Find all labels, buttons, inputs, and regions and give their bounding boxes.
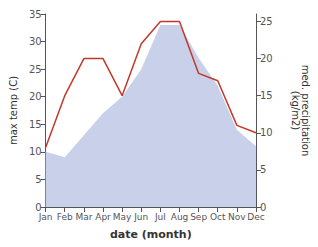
svg-text:Mar: Mar (75, 212, 92, 222)
svg-text:0: 0 (260, 201, 267, 213)
svg-text:0: 0 (35, 201, 42, 213)
svg-text:Jul: Jul (154, 212, 166, 222)
svg-text:5: 5 (35, 174, 41, 185)
svg-text:Jun: Jun (133, 212, 148, 222)
svg-text:20: 20 (260, 53, 273, 64)
svg-text:May: May (113, 212, 132, 222)
svg-text:10: 10 (260, 127, 273, 138)
svg-text:5: 5 (260, 164, 266, 175)
svg-text:Aug: Aug (171, 212, 189, 222)
svg-text:10: 10 (29, 146, 42, 157)
svg-text:Nov: Nov (228, 212, 246, 222)
svg-text:Feb: Feb (57, 212, 73, 222)
svg-text:(kg/m2): (kg/m2) (290, 91, 301, 131)
svg-text:Apr: Apr (95, 212, 111, 222)
svg-text:15: 15 (260, 90, 273, 101)
svg-text:date (month): date (month) (110, 228, 192, 241)
svg-text:25: 25 (260, 16, 273, 27)
svg-text:max temp (C): max temp (C) (8, 76, 19, 145)
svg-text:25: 25 (29, 64, 42, 75)
svg-text:20: 20 (29, 91, 42, 102)
svg-text:med. precipitation: med. precipitation (299, 64, 311, 157)
svg-text:35: 35 (29, 9, 42, 20)
svg-text:30: 30 (29, 36, 42, 47)
svg-text:Sep: Sep (190, 212, 207, 222)
svg-text:Oct: Oct (210, 212, 226, 222)
svg-text:Dec: Dec (247, 212, 264, 222)
svg-text:15: 15 (29, 119, 42, 130)
svg-text:Jan: Jan (38, 212, 53, 222)
